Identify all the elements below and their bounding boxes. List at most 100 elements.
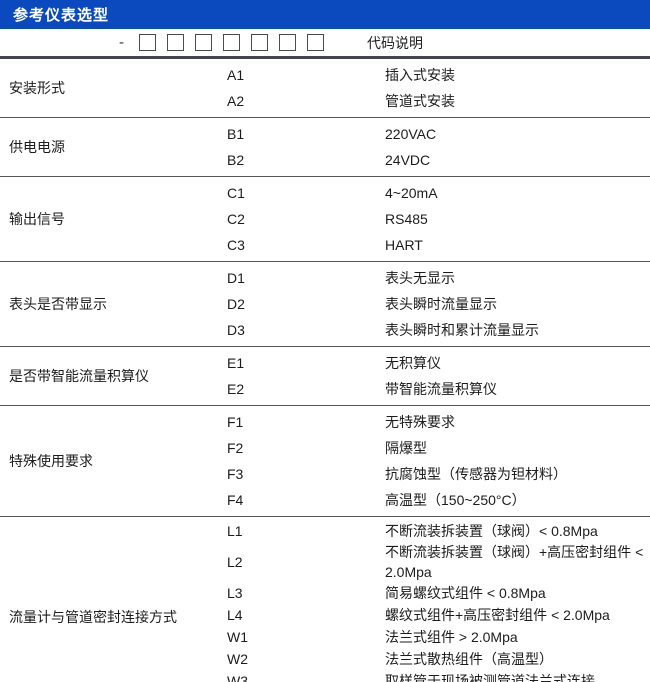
option-row: W3 取样管于现场被测管道法兰式连接: [227, 670, 650, 682]
option-code: C2: [227, 211, 245, 227]
option-row: C3 HART: [227, 232, 650, 258]
option-description: RS485: [385, 211, 428, 227]
option-description: 24VDC: [385, 152, 431, 168]
option-code: W1: [227, 629, 248, 645]
option-code: A1: [227, 67, 245, 83]
option-row: W1 法兰式组件 > 2.0Mpa: [227, 626, 650, 648]
option-row: E1 无积算仪: [227, 350, 650, 376]
option-code: D1: [227, 270, 245, 286]
spec-section: 输出信号 C1 4~20mA C2 RS485 C3 HART: [0, 177, 650, 262]
option-description: 法兰式散热组件（高温型）: [385, 651, 553, 667]
option-row: D2 表头瞬时流量显示: [227, 291, 650, 317]
option-code: F2: [227, 440, 244, 456]
option-description: 隔爆型: [385, 440, 427, 456]
option-row: F2 隔爆型: [227, 435, 650, 461]
option-code: W3: [227, 673, 248, 682]
option-list: D1 表头无显示 D2 表头瞬时流量显示 D3 表头瞬时和累计流量显示: [227, 265, 650, 343]
spec-section: 特殊使用要求 F1 无特殊要求 F2 隔爆型 F3 抗腐蚀型（传感器为钽材料） …: [0, 406, 650, 517]
option-description: 表头无显示: [385, 270, 455, 286]
spec-section: 供电电源 B1 220VAC B2 24VDC: [0, 118, 650, 177]
option-description: 螺纹式组件+高压密封组件 < 2.0Mpa: [385, 607, 610, 623]
model-code-box: [139, 34, 156, 51]
option-code: F4: [227, 492, 244, 508]
option-row: C1 4~20mA: [227, 180, 650, 206]
option-description: 表头瞬时流量显示: [385, 296, 497, 312]
model-code-box: [167, 34, 184, 51]
option-row: F4 高温型（150~250°C）: [227, 487, 650, 513]
option-list: E1 无积算仪 E2 带智能流量积算仪: [227, 350, 650, 402]
option-row: L2 不断流装拆装置（球阀）+高压密封组件 < 2.0Mpa: [227, 542, 650, 582]
spec-section: 安装形式 A1 插入式安装 A2 管道式安装: [0, 59, 650, 118]
option-description: 抗腐蚀型（传感器为钽材料）: [385, 466, 567, 482]
option-row: D1 表头无显示: [227, 265, 650, 291]
option-code: L3: [227, 585, 243, 601]
page-title-bar: 参考仪表选型: [0, 0, 650, 29]
option-list: A1 插入式安装 A2 管道式安装: [227, 62, 650, 114]
option-description: 不断流装拆装置（球阀）+高压密封组件 < 2.0Mpa: [385, 544, 644, 580]
model-code-box: [307, 34, 324, 51]
option-description: 表头瞬时和累计流量显示: [385, 322, 539, 338]
option-code: C3: [227, 237, 245, 253]
spec-table: 安装形式 A1 插入式安装 A2 管道式安装 供电电源 B1 220VAC B2…: [0, 59, 650, 682]
code-legend-label: 代码说明: [367, 34, 423, 51]
option-row: F1 无特殊要求: [227, 409, 650, 435]
option-code: A2: [227, 93, 245, 109]
option-description: 带智能流量积算仪: [385, 381, 497, 397]
option-description: HART: [385, 237, 423, 253]
option-description: 无积算仪: [385, 355, 441, 371]
model-code-dash: -: [119, 34, 124, 51]
model-code-box: [251, 34, 268, 51]
option-row: B1 220VAC: [227, 121, 650, 147]
option-row: D3 表头瞬时和累计流量显示: [227, 317, 650, 343]
spec-section: 是否带智能流量积算仪 E1 无积算仪 E2 带智能流量积算仪: [0, 347, 650, 406]
option-list: L1 不断流装拆装置（球阀）< 0.8Mpa L2 不断流装拆装置（球阀）+高压…: [227, 520, 650, 682]
model-code-row: - 代码说明: [0, 29, 650, 59]
option-list: C1 4~20mA C2 RS485 C3 HART: [227, 180, 650, 258]
option-code: E2: [227, 381, 245, 397]
option-description: 无特殊要求: [385, 414, 455, 430]
category-label: 安装形式: [9, 80, 65, 96]
option-row: B2 24VDC: [227, 147, 650, 173]
model-code-box: [279, 34, 296, 51]
category-label: 是否带智能流量积算仪: [9, 368, 149, 384]
option-row: C2 RS485: [227, 206, 650, 232]
option-description: 高温型（150~250°C）: [385, 492, 526, 508]
option-description: 220VAC: [385, 126, 437, 142]
model-code-box: [223, 34, 240, 51]
option-code: L1: [227, 523, 243, 539]
option-description: 4~20mA: [385, 185, 438, 201]
category-label: 特殊使用要求: [9, 453, 93, 469]
option-code: D3: [227, 322, 245, 338]
option-code: L4: [227, 607, 243, 623]
option-description: 法兰式组件 > 2.0Mpa: [385, 629, 518, 645]
category-label: 供电电源: [9, 139, 65, 155]
option-row: A2 管道式安装: [227, 88, 650, 114]
category-label: 输出信号: [9, 211, 65, 227]
spec-section: 表头是否带显示 D1 表头无显示 D2 表头瞬时流量显示 D3 表头瞬时和累计流…: [0, 262, 650, 347]
option-row: F3 抗腐蚀型（传感器为钽材料）: [227, 461, 650, 487]
option-code: F3: [227, 466, 244, 482]
option-description: 简易螺纹式组件 < 0.8Mpa: [385, 585, 546, 601]
option-row: E2 带智能流量积算仪: [227, 376, 650, 402]
option-code: D2: [227, 296, 245, 312]
option-code: W2: [227, 651, 248, 667]
page-title: 参考仪表选型: [13, 7, 110, 24]
option-description: 不断流装拆装置（球阀）< 0.8Mpa: [385, 523, 598, 539]
spec-section: 流量计与管道密封连接方式 L1 不断流装拆装置（球阀）< 0.8Mpa L2 不…: [0, 517, 650, 682]
model-code-boxes: [139, 34, 335, 51]
option-code: E1: [227, 355, 245, 371]
option-row: L1 不断流装拆装置（球阀）< 0.8Mpa: [227, 520, 650, 542]
option-code: B1: [227, 126, 245, 142]
option-description: 插入式安装: [385, 67, 455, 83]
option-code: B2: [227, 152, 245, 168]
category-label: 流量计与管道密封连接方式: [9, 609, 177, 625]
option-code: C1: [227, 185, 245, 201]
option-description: 管道式安装: [385, 93, 455, 109]
option-list: B1 220VAC B2 24VDC: [227, 121, 650, 173]
option-row: W2 法兰式散热组件（高温型）: [227, 648, 650, 670]
option-code: F1: [227, 414, 244, 430]
option-code: L2: [227, 554, 243, 570]
option-list: F1 无特殊要求 F2 隔爆型 F3 抗腐蚀型（传感器为钽材料） F4 高温型（…: [227, 409, 650, 513]
category-label: 表头是否带显示: [9, 296, 107, 312]
